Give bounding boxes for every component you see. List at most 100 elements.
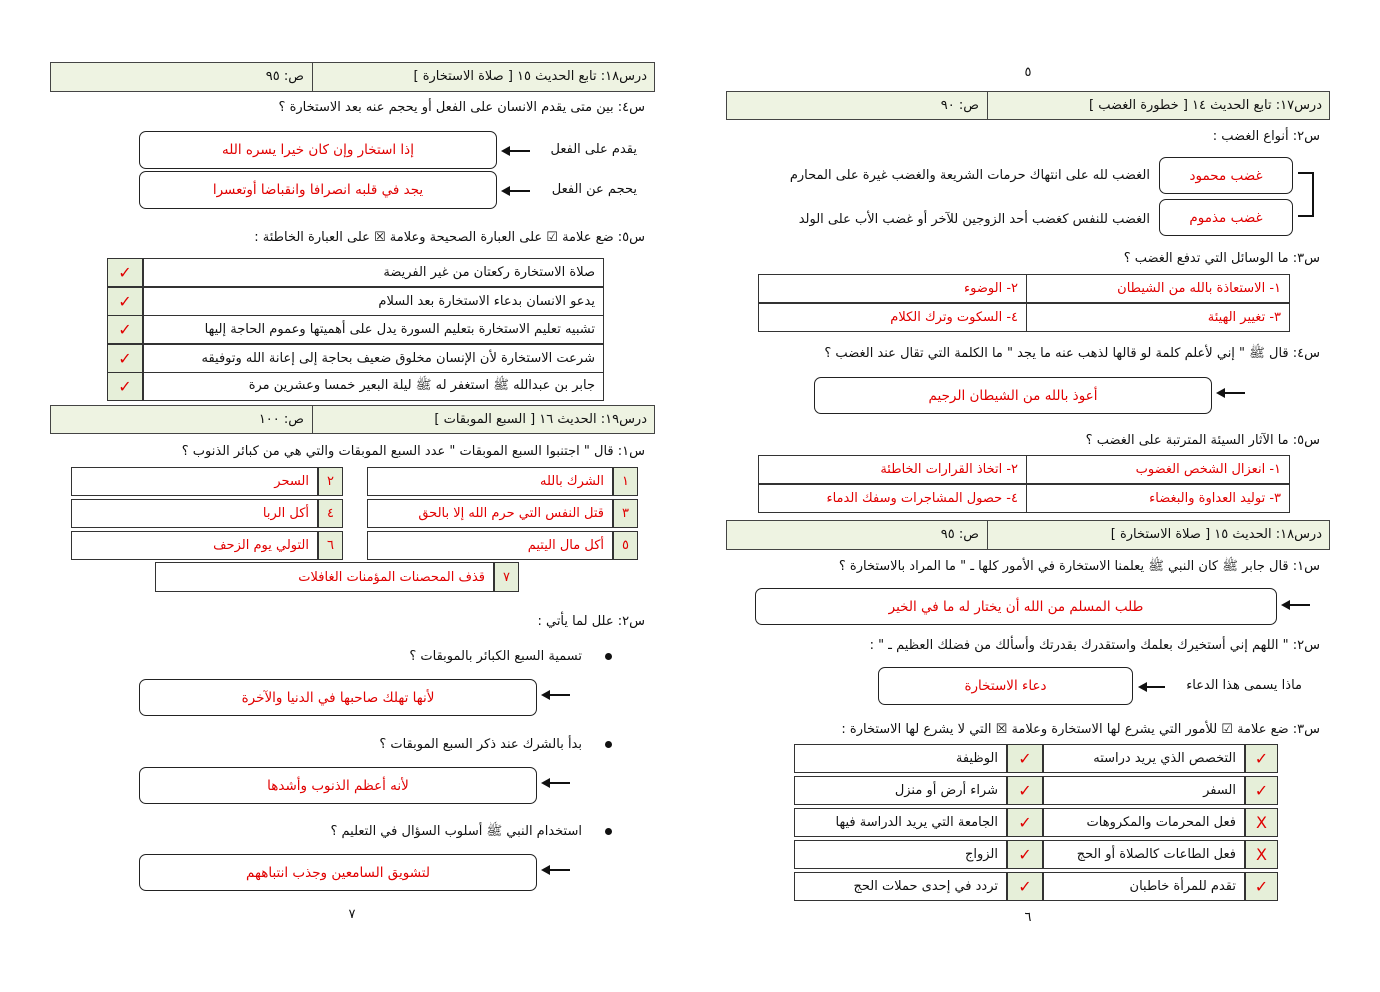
item-number-text: ٣ [622, 506, 629, 521]
anger-type-description: الغضب للنفس كغضب أحد الزوجين للآخر أو غض… [798, 212, 1150, 227]
arrow-icon [541, 778, 570, 788]
answer-cell: ١- الاستعاذة بالله من الشيطان [1026, 274, 1290, 303]
header-divider [987, 91, 989, 120]
sin-item: السحر [71, 467, 318, 496]
header-divider [312, 62, 314, 92]
sin-item: أكل مال اليتيم [367, 531, 613, 560]
anger-type-box: غضب مذموم [1159, 199, 1293, 236]
bullet-question: تسمية السبع الكبائر بالموبقات ؟ [409, 649, 582, 664]
item-number: ٧ [494, 562, 519, 592]
answer-cell-text: ١- انعزال الشخص الغضوب [1135, 462, 1281, 477]
statement-cell: شراء أرض أو منزل [794, 776, 1007, 805]
check-mark: ✓ [1007, 872, 1043, 901]
arrow-icon [501, 146, 530, 156]
answer-cell-text: ٢- الوضوء [964, 281, 1018, 296]
bullet-icon [605, 828, 612, 835]
sin-item: التولي يوم الزحف [71, 531, 318, 560]
answer-cell-text: ٤- السكوت وترك الكلام [890, 310, 1018, 325]
bracket-icon [1298, 172, 1314, 217]
check-mark-text: ✓ [1018, 877, 1032, 896]
statement-cell-text: الجامعة التي يريد الدراسة فيها [835, 815, 998, 830]
statement-cell: شرعت الاستخارة لأن الإنسان مخلوق ضعيف بح… [143, 343, 604, 373]
page-reference: ص: ١٠٠ [258, 411, 304, 427]
check-mark: ✓ [1007, 808, 1043, 837]
question-text: س٤: بين متى يقدم الانسان على الفعل أو يح… [278, 100, 645, 115]
statement-cell-text: السفر [1203, 783, 1236, 798]
check-mark: ✓ [107, 372, 143, 401]
sin-item-text: التولي يوم الزحف [213, 538, 309, 553]
statement-cell: فعل الطاعات كالصلاة أو الحج [1043, 840, 1245, 869]
lesson-header [50, 62, 655, 92]
statement-cell: التخصص الذي يريد دراسته [1043, 744, 1245, 773]
arrow-icon [1138, 682, 1165, 692]
question-text: س٢: علل لما يأتي : [537, 614, 645, 629]
item-number-text: ٢ [327, 474, 334, 489]
header-divider [312, 405, 314, 434]
item-number: ٤ [318, 499, 343, 528]
sin-item: الشرك بالله [367, 467, 613, 496]
check-mark: X [1245, 840, 1278, 869]
check-mark-text: ✓ [1018, 781, 1032, 800]
check-mark: ✓ [1245, 872, 1278, 901]
statement-cell-text: التخصص الذي يريد دراسته [1093, 751, 1236, 766]
statement-cell-text: تشبيه تعليم الاستخارة بتعليم السورة يدل … [204, 322, 595, 337]
check-mark: ✓ [107, 343, 143, 373]
sin-item-text: الشرك بالله [539, 474, 604, 489]
statement-cell: تقدم للمرأة خاطبان [1043, 872, 1245, 901]
page-number: ٧ [348, 907, 356, 922]
check-mark: ✓ [1007, 776, 1043, 805]
answer-cell: ٤- حصول المشاجرات وسفك الدماء [758, 484, 1027, 513]
statement-cell-text: فعل المحرمات والمكروهات [1086, 815, 1236, 830]
check-mark-text: ✓ [1018, 749, 1032, 768]
page-number: ٦ [1024, 910, 1032, 925]
answer-box: لتشويق السامعين وجذب انتباههم [139, 854, 537, 891]
check-mark-text: ✓ [1018, 813, 1032, 832]
statement-cell-text: شرعت الاستخارة لأن الإنسان مخلوق ضعيف بح… [201, 350, 596, 366]
question-text: س٢: " اللهم إني أستخيرك بعلمك واستقدرك ب… [869, 638, 1320, 653]
statement-cell-text: الوظيفة [955, 751, 998, 766]
sin-item-text: أكل الربا [262, 506, 309, 521]
check-mark-text: X [1256, 813, 1267, 832]
item-number-text: ١ [622, 474, 629, 489]
statement-cell-text: الزواج [964, 847, 998, 862]
statement-cell-text: تردد في إحدى حملات الحج [853, 879, 999, 894]
answer-cell-text: ١- الاستعاذة بالله من الشيطان [1117, 281, 1281, 296]
header-divider [987, 520, 989, 550]
item-number-text: ٥ [622, 538, 629, 553]
check-mark: ✓ [107, 315, 143, 344]
sin-item: قتل النفس التي حرم الله إلا بالحق [367, 499, 613, 528]
check-mark-text: ✓ [1254, 749, 1269, 768]
check-mark-text: ✓ [1018, 845, 1032, 864]
item-number: ٦ [318, 531, 343, 560]
statement-cell: الزواج [794, 840, 1007, 869]
page-reference: ص: ٩٥ [265, 69, 304, 84]
page-number: ٥ [1024, 65, 1032, 80]
arrow-icon [541, 865, 570, 875]
statement-cell: الجامعة التي يريد الدراسة فيها [794, 808, 1007, 837]
statement-cell-text: تقدم للمرأة خاطبان [1129, 879, 1236, 894]
answer-cell: ٣- تغيير الهيئة [1026, 303, 1290, 332]
answer-cell: ٢- الوضوء [758, 274, 1027, 303]
page-reference: ص: ٩٥ [940, 527, 979, 542]
answer-box: دعاء الاستخارة [878, 667, 1133, 705]
statement-cell: الوظيفة [794, 744, 1007, 773]
statement-cell: تشبيه تعليم الاستخارة بتعليم السورة يدل … [143, 315, 604, 344]
answer-label: يحجم عن الفعل [551, 182, 637, 197]
lesson-header [726, 91, 1330, 120]
answer-box: يجد في قلبه انصرافا وانقباضا أوتعسرا [139, 171, 497, 209]
sin-item-text: قذف المحصنات المؤمنات الغافلات [298, 569, 485, 585]
anger-type-description: الغضب لله على انتهاك حرمات الشريعة والغض… [789, 168, 1150, 183]
check-mark: ✓ [1245, 744, 1278, 773]
answer-box: لأنها تهلك صاحبها في الدنيا والآخرة [139, 679, 537, 716]
sin-item: أكل الربا [71, 499, 318, 528]
answer-cell: ٤- السكوت وترك الكلام [758, 303, 1027, 332]
question-text: س١: قال " اجتنبوا السبع الموبقات " عدد ا… [181, 444, 645, 459]
question-text: س٣: ما الوسائل التي تدفع الغضب ؟ [1123, 251, 1320, 266]
question-text: س٥: ضع علامة ☑ على العبارة الصحيحة وعلام… [254, 230, 645, 245]
lesson-title: درس١٨: الحديث ١٥ [ صلاة الاستخارة ] [1110, 527, 1322, 542]
lesson-title: درس١٧: تابع الحديث ١٤ [ خطورة الغضب ] [1088, 97, 1322, 113]
bullet-icon [605, 741, 612, 748]
item-number: ٥ [613, 531, 638, 560]
sin-item: قذف المحصنات المؤمنات الغافلات [155, 562, 494, 592]
